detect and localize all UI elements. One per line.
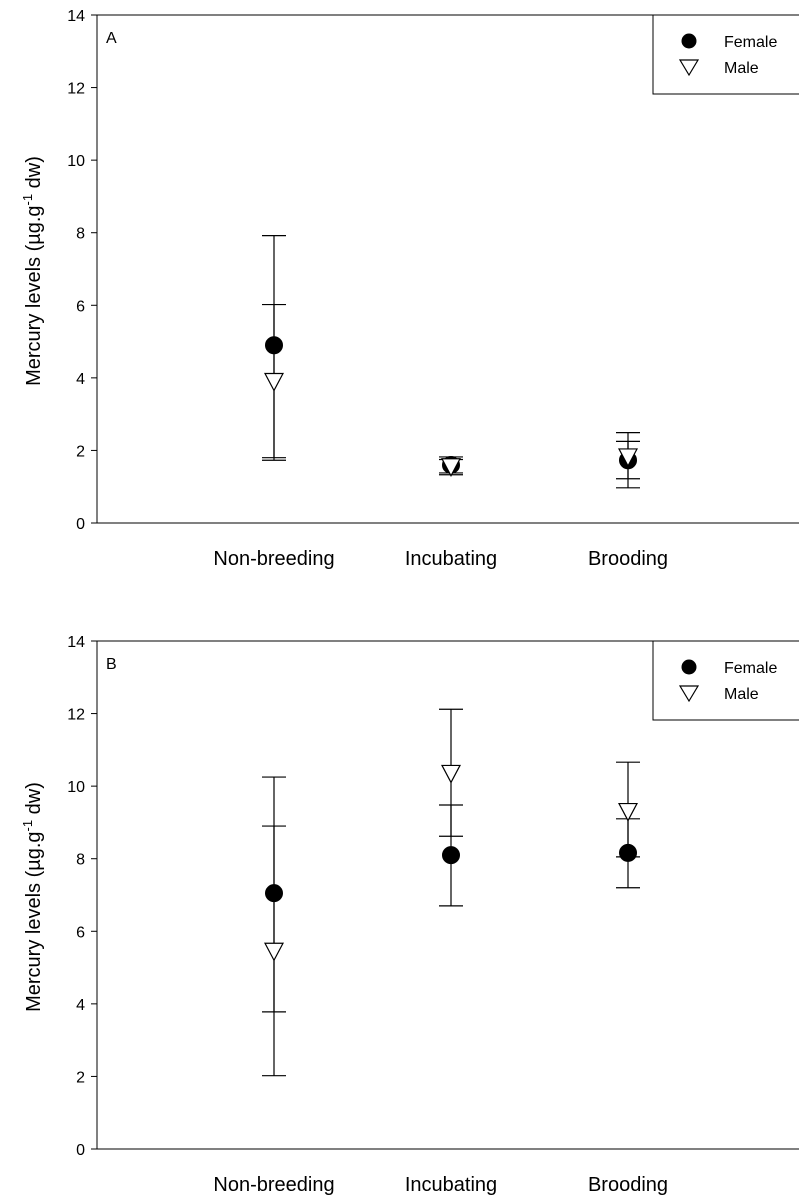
y-tick-label-a: 4 [76,371,85,388]
point-male-b [264,942,284,962]
legend-marker-female-a [681,33,697,49]
x-category-label-a: Non-breeding [213,548,334,570]
x-category-label-a: Brooding [588,548,668,570]
x-category-label-b: Incubating [405,1174,497,1196]
legend-marker-male-a [678,59,700,77]
point-male-b [441,764,461,784]
y-tick-label-a: 8 [76,226,85,243]
y-tick-label-b: 4 [76,997,85,1014]
point-female-b [442,846,460,865]
x-category-label-a: Incubating [405,548,497,570]
legend-label-a: Female [724,34,777,51]
point-male-a [441,458,461,478]
y-tick-label-a: 6 [76,298,85,315]
y-tick-label-b: 12 [67,707,85,724]
y-tick-label-b: 14 [67,634,85,651]
point-female-a [265,336,283,355]
y-tick-label-a: 12 [67,81,85,98]
point-male-b [618,802,638,822]
point-male-a [618,448,638,468]
y-tick-label-a: 0 [76,516,85,533]
x-category-label-b: Non-breeding [213,1174,334,1196]
legend-label-b: Male [724,686,759,703]
panel-b: B Mercury levels (µg.g-1 dw) 0 2 4 6 8 10 12 14… [20,634,799,1196]
y-tick-label-b: 10 [67,779,85,796]
point-female-b [619,843,637,862]
y-tick-label-b: 6 [76,924,85,941]
y-axis-title-a: Mercury levels (µg.g-1 dw) [20,156,45,386]
y-tick-label-a: 2 [76,443,85,460]
y-tick-label-a: 10 [67,153,85,170]
legend-marker-female-b [681,659,697,675]
legend-label-a: Male [724,60,759,77]
panel-label-a: A [106,30,117,47]
axis-frame-a [96,14,799,524]
legend-box-a [652,14,799,95]
y-tick-label-b: 8 [76,852,85,869]
legend-box-b [652,640,799,721]
point-female-b [265,884,283,903]
panel-a: A Mercury levels (µg.g-1 dw) 0 2 4 6 8 10 12 14… [20,8,799,570]
y-tick-label-a: 14 [67,8,85,25]
x-category-label-b: Brooding [588,1174,668,1196]
y-axis-title-b: Mercury levels (µg.g-1 dw) [20,782,45,1012]
legend-marker-male-b [678,685,700,703]
legend-label-b: Female [724,660,777,677]
y-tick-label-b: 0 [76,1142,85,1159]
panel-label-b: B [106,656,117,673]
y-tick-label-b: 2 [76,1069,85,1086]
axis-frame-b [96,640,799,1150]
point-male-a [264,372,284,392]
